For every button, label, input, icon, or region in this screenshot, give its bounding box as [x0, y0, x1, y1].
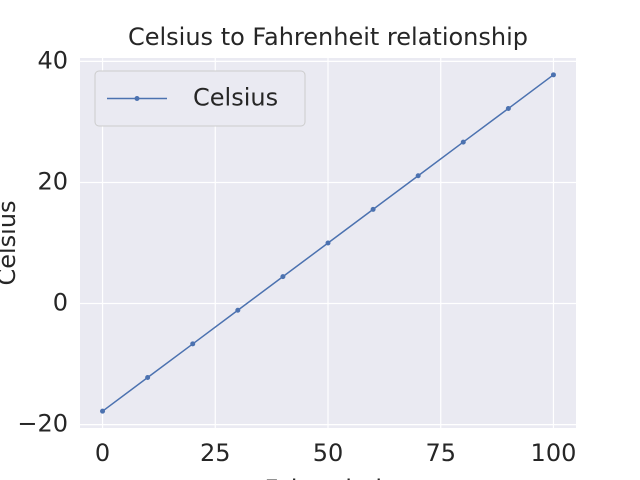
x-tick-label: 100 [531, 439, 577, 467]
y-tick-label: −20 [17, 410, 68, 438]
point [190, 341, 196, 347]
point [415, 173, 421, 179]
x-axis-label: Fahrenheit [265, 475, 392, 480]
legend-label: Celsius [193, 84, 278, 112]
y-tick-label: 40 [37, 46, 68, 74]
x-tick-label: 0 [95, 439, 110, 467]
y-tick-label: 20 [37, 167, 68, 195]
y-tick-label: 0 [53, 289, 68, 317]
point [460, 139, 466, 145]
legend-marker [134, 96, 140, 101]
legend-box [94, 70, 306, 127]
point [235, 307, 241, 313]
point [505, 105, 511, 111]
y-axis-label: Celsius [0, 200, 21, 285]
point [370, 206, 376, 212]
point [100, 408, 106, 414]
chart-title: Celsius to Fahrenheit relationship [128, 23, 528, 51]
point [280, 274, 286, 280]
point [145, 375, 151, 381]
x-tick-label: 50 [313, 439, 344, 467]
point [550, 72, 556, 78]
point [325, 240, 331, 246]
x-tick-label: 25 [200, 439, 231, 467]
x-tick-label: 75 [425, 439, 456, 467]
